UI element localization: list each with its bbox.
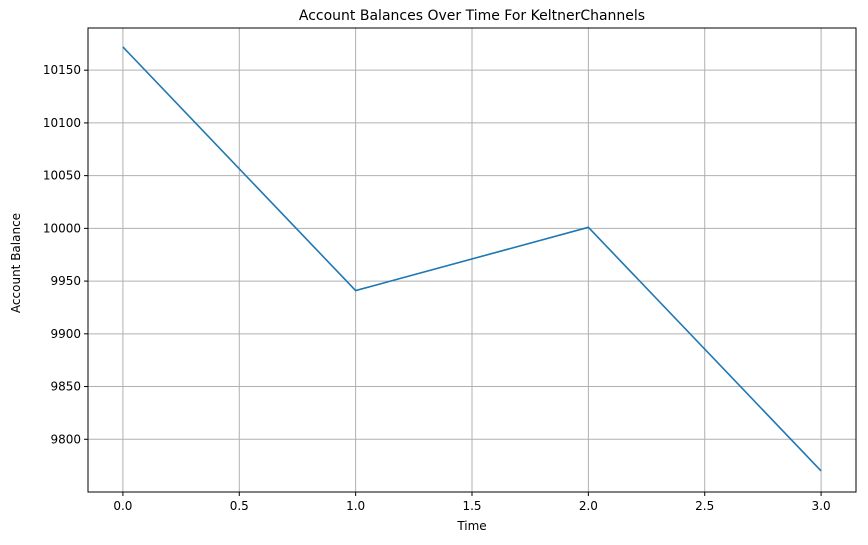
grid bbox=[88, 28, 856, 492]
series-layer bbox=[122, 46, 822, 472]
y-axis-ticks: 9800 9850 9900 9950 10000 10050 10100 10150 bbox=[43, 63, 88, 446]
x-tick-label: 0.0 bbox=[113, 499, 132, 513]
y-axis-label: Account Balance bbox=[9, 213, 23, 313]
y-tick-label: 9900 bbox=[50, 327, 81, 341]
chart-title: Account Balances Over Time For KeltnerCh… bbox=[299, 8, 645, 24]
x-tick-label: 1.5 bbox=[462, 499, 481, 513]
x-tick-label: 0.5 bbox=[230, 499, 249, 513]
x-tick-label: 3.0 bbox=[812, 499, 831, 513]
x-axis-ticks: 0.0 0.5 1.0 1.5 2.0 2.5 3.0 bbox=[113, 492, 831, 513]
series-line-0 bbox=[122, 46, 822, 472]
x-tick-label: 2.0 bbox=[579, 499, 598, 513]
y-tick-label: 10150 bbox=[43, 63, 81, 77]
y-tick-label: 9800 bbox=[50, 432, 81, 446]
y-tick-label: 10100 bbox=[43, 116, 81, 130]
x-axis-label: Time bbox=[456, 519, 486, 533]
y-tick-label: 9950 bbox=[50, 274, 81, 288]
x-tick-label: 2.5 bbox=[695, 499, 714, 513]
y-tick-label: 10000 bbox=[43, 221, 81, 235]
y-tick-label: 10050 bbox=[43, 169, 81, 183]
x-tick-label: 1.0 bbox=[346, 499, 365, 513]
y-tick-label: 9850 bbox=[50, 380, 81, 394]
